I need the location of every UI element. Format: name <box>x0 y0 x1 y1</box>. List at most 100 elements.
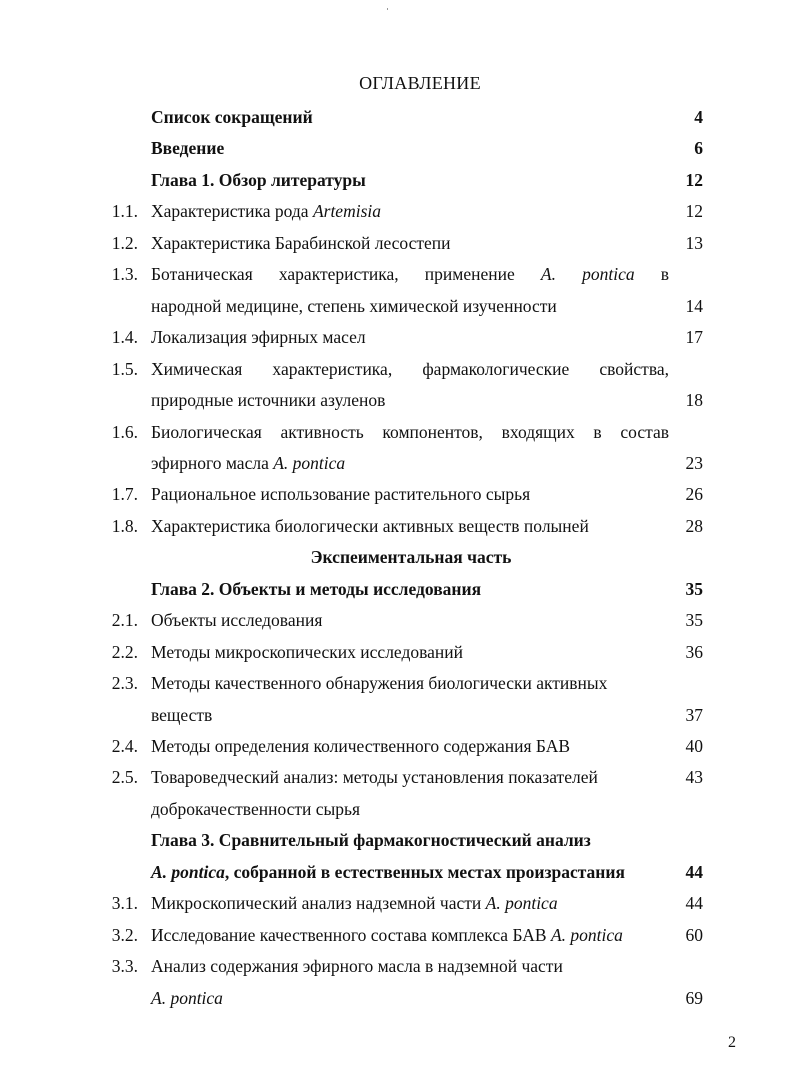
toc-entry-title: Рациональное использование растительного… <box>151 482 669 506</box>
toc-entry-title: Ботаническая характеристика, применение … <box>151 262 669 286</box>
page-title: ОГЛАВЛЕНИЕ <box>359 73 481 93</box>
italic-text: Artemisia <box>312 201 381 222</box>
toc-entry: народной медицине, степень химической из… <box>0 294 794 318</box>
text: природные источники азуленов <box>151 390 386 411</box>
toc-entry-title: Характеристика биологически активных вещ… <box>151 514 669 538</box>
toc-entry-page: 12 <box>685 201 704 222</box>
toc-entry: 1.2. Характеристика Барабинской лесостепи… <box>0 231 794 255</box>
toc-entry-title: Введение <box>151 136 669 160</box>
text: Товароведческий анализ: методы установле… <box>151 767 598 788</box>
toc-entry: 2.3. Методы качественного обнаружения био… <box>0 671 794 695</box>
toc-entry-number: 2.3. <box>111 673 138 694</box>
toc-entry-title: народной медицине, степень химической из… <box>151 294 669 318</box>
toc-entry-title: доброкачественности сырья <box>151 797 669 821</box>
toc-entry-page: 36 <box>685 641 704 662</box>
toc-entry-title: Список сокращений <box>151 105 669 129</box>
toc-entry-page: 14 <box>685 295 704 316</box>
toc-entry-number: 1.1. <box>111 201 138 222</box>
text: Введение <box>151 138 225 159</box>
toc-entry-page: 44 <box>685 893 704 914</box>
toc-entry-title: A. pontica <box>151 986 669 1010</box>
toc-entry: 3.1. Микроскопический анализ надземной ча… <box>0 891 794 915</box>
toc-entry-number: 1.2. <box>111 232 138 253</box>
toc-entry-page: 37 <box>685 704 704 725</box>
text: , собранной в естественных местах произр… <box>224 861 625 882</box>
toc-entry-page: 23 <box>685 452 704 473</box>
italic-text: A. pontica <box>151 987 223 1008</box>
toc-entry-title: Товароведческий анализ: методы установле… <box>151 765 669 789</box>
toc-entry-title: Характеристика рода Artemisia <box>151 199 669 223</box>
text: Методы микроскопических исследований <box>151 641 464 662</box>
toc-entry-title: Методы определения количественного содер… <box>151 734 669 758</box>
toc-entry: 1.6. Биологическая активность компонентов… <box>0 420 794 444</box>
toc-entry: 1.8. Характеристика биологически активных… <box>0 514 794 538</box>
toc-entry-number: 3.3. <box>111 956 138 977</box>
toc-entry-page: 17 <box>685 327 704 348</box>
toc-entry-number: 3.2. <box>111 924 138 945</box>
toc-entry: Глава 1. Обзор литературы 12 <box>0 168 794 192</box>
toc-entry-title: Методы качественного обнаружения биологи… <box>151 671 669 695</box>
toc-entry-number: 1.3. <box>111 264 138 285</box>
toc-entry-number: 1.6. <box>111 421 138 442</box>
italic-text: A. pontica <box>151 861 225 882</box>
text: в <box>634 264 669 285</box>
text: Экспеиментальная часть <box>310 547 512 568</box>
italic-text: A. pontica <box>273 452 346 473</box>
toc-entry-page: 60 <box>685 924 704 945</box>
toc-entry-page: 13 <box>685 232 704 253</box>
toc-entry-page: 26 <box>685 484 704 505</box>
toc-entry: A. pontica 69 <box>0 986 794 1010</box>
text: Исследование качественного состава компл… <box>151 924 551 945</box>
toc-entry-page: 44 <box>685 861 704 882</box>
toc-entry-title: эфирного масла A. pontica <box>151 451 669 475</box>
toc-entry-title: A. pontica, собранной в естественных мес… <box>151 860 669 884</box>
text: Анализ содержания эфирного масла в надзе… <box>151 956 563 977</box>
toc-entry-page: 43 <box>685 767 704 788</box>
text: Характеристика Барабинской лесостепи <box>151 232 451 253</box>
text: Характеристика биологически активных вещ… <box>151 515 589 536</box>
toc-entry-title: Характеристика Барабинской лесостепи <box>151 231 669 255</box>
text: эфирного масла <box>151 452 274 473</box>
toc-entry-title: веществ <box>151 703 669 727</box>
toc-entry-page: 4 <box>694 107 703 127</box>
toc-entry-title: Микроскопический анализ надземной части … <box>151 891 669 915</box>
text: Глава 3. Сравнительный фармакогностическ… <box>151 830 591 851</box>
toc-entry-number: 1.8. <box>111 515 138 536</box>
text: Список сокращений <box>151 107 313 127</box>
text: Рациональное использование растительного… <box>151 484 531 505</box>
toc-entry-title: Методы микроскопических исследований <box>151 640 669 664</box>
toc-entry-number: 2.2. <box>111 641 138 662</box>
toc-entry-title: Химическая характеристика, фармакологиче… <box>151 357 669 381</box>
text: Объекты исследования <box>151 610 323 631</box>
toc-entry: A. pontica, собранной в естественных мес… <box>0 860 794 884</box>
toc-entry-page: 18 <box>685 390 704 411</box>
toc-entry: 2.1. Объекты исследования 35 <box>0 608 794 632</box>
text: Химическая характеристика, фармакологиче… <box>151 358 669 379</box>
text: веществ <box>151 704 213 725</box>
italic-text: A. pontica <box>485 893 558 914</box>
text: Глава 1. Обзор литературы <box>151 169 366 190</box>
toc-entry: 2.5. Товароведческий анализ: методы устан… <box>0 765 794 789</box>
toc-entry: 1.5. Химическая характеристика, фармаколо… <box>0 357 794 381</box>
page-number: 2 <box>728 1034 736 1051</box>
toc-entry-title: природные источники азуленов <box>151 388 669 412</box>
toc-entry-title: Глава 1. Обзор литературы <box>151 168 669 192</box>
toc-entry: 1.3. Ботаническая характеристика, примене… <box>0 262 794 286</box>
text: Биологическая активность компонентов, вх… <box>151 421 669 442</box>
toc-entry: доброкачественности сырья <box>0 797 794 821</box>
toc-entry-number: 1.4. <box>111 327 138 348</box>
toc-entry: 3.2. Исследование качественного состава к… <box>0 923 794 947</box>
toc-entry-number: 2.1. <box>111 610 138 631</box>
toc-entry-page: 6 <box>694 138 703 159</box>
toc-entry: 1.4. Локализация эфирных масел 17 <box>0 325 794 349</box>
toc-entry: Экспеиментальная часть <box>0 545 794 569</box>
toc-entry: Глава 2. Объекты и методы исследования 35 <box>0 577 794 601</box>
toc-entry-title: Глава 3. Сравнительный фармакогностическ… <box>151 828 669 852</box>
toc-entry-number: 2.4. <box>111 736 138 756</box>
toc-entry-title: Экспеиментальная часть <box>151 545 671 569</box>
toc-entry-page: 35 <box>685 578 704 599</box>
toc-entry: природные источники азуленов 18 <box>0 388 794 412</box>
toc-entry: 1.1. Характеристика рода Artemisia 12 <box>0 199 794 223</box>
toc-entry-number: 2.5. <box>111 767 138 788</box>
text: народной медицине, степень химической из… <box>151 295 557 316</box>
